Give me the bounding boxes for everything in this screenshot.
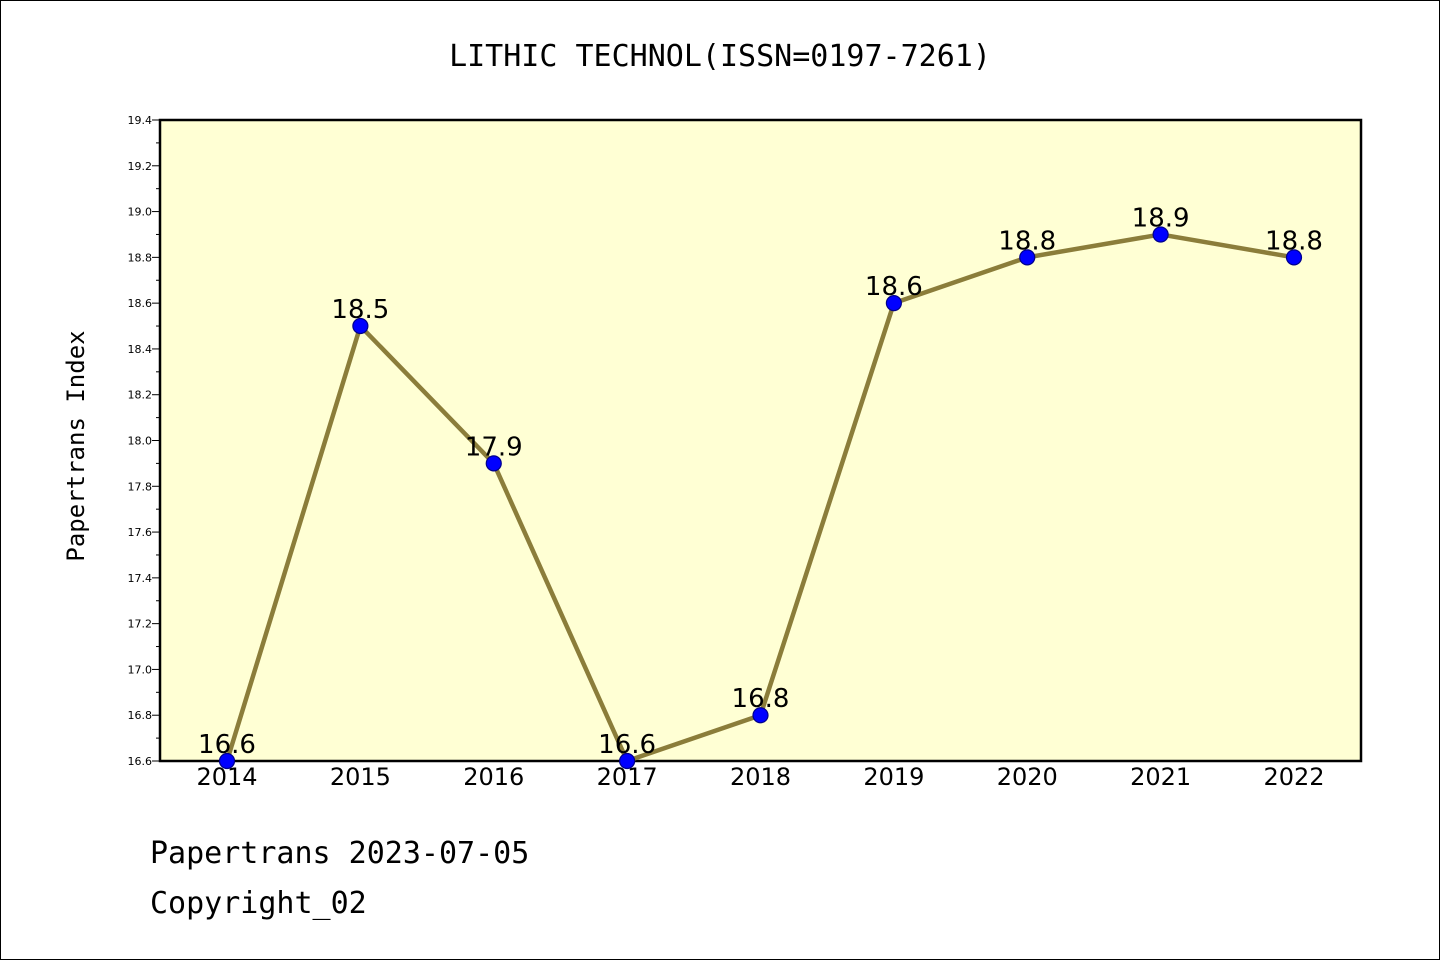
x-tick-label: 2022 bbox=[1263, 763, 1324, 791]
footer-date: Papertrans 2023-07-05 bbox=[150, 836, 530, 871]
data-label: 16.6 bbox=[598, 730, 656, 760]
x-tick-label: 2020 bbox=[997, 763, 1058, 791]
y-tick-label: 18.4 bbox=[128, 343, 153, 356]
y-tick-label: 17.2 bbox=[128, 618, 153, 631]
data-point bbox=[1019, 249, 1036, 266]
data-point bbox=[352, 317, 369, 335]
chart-title: LITHIC TECHNOL(ISSN=0197-7261) bbox=[449, 39, 991, 74]
y-axis-label: Papertrans Index bbox=[62, 330, 90, 561]
x-tick-label: 2021 bbox=[1130, 763, 1191, 791]
y-tick-label: 17.6 bbox=[128, 526, 153, 539]
data-label: 16.8 bbox=[732, 684, 790, 714]
data-label: 18.8 bbox=[1265, 226, 1323, 256]
data-point bbox=[485, 455, 502, 472]
x-tick-label: 2016 bbox=[463, 763, 524, 791]
data-point bbox=[885, 295, 902, 312]
y-axis: 16.6 16.8 17.0 17.2 17.4 17.6 17.8 18.0 18.2 18.4… bbox=[128, 114, 160, 768]
data-label: 18.9 bbox=[1132, 203, 1190, 233]
y-tick-label: 17.4 bbox=[128, 572, 153, 585]
x-tick-label: 2018 bbox=[730, 763, 791, 791]
y-tick-label: 17.0 bbox=[128, 663, 153, 676]
data-point bbox=[1152, 226, 1169, 243]
y-tick-label: 18.2 bbox=[128, 389, 153, 402]
y-tick-label: 16.8 bbox=[128, 709, 153, 722]
data-point bbox=[619, 752, 636, 770]
y-tick-label: 19.2 bbox=[128, 160, 153, 173]
data-label: 16.6 bbox=[198, 730, 256, 760]
data-label: 18.8 bbox=[998, 226, 1056, 256]
y-tick-label: 17.8 bbox=[128, 480, 153, 493]
data-point bbox=[218, 752, 236, 770]
footer-copyright: Copyright_02 bbox=[150, 886, 367, 921]
data-label: 18.6 bbox=[865, 272, 923, 302]
series: 16.6 18.5 17.9 16.6 16.8 18.6 18.8 18.9 18.8 bbox=[198, 203, 1323, 770]
y-tick-label: 18.8 bbox=[128, 251, 153, 264]
x-tick-label: 2015 bbox=[330, 763, 391, 791]
y-tick-label: 18.6 bbox=[128, 297, 153, 310]
x-axis: 2014 2015 2016 2017 2018 2019 2020 2021 2022 bbox=[196, 763, 1324, 791]
y-tick-label: 16.6 bbox=[128, 755, 153, 768]
y-tick-label: 19.0 bbox=[128, 206, 153, 219]
y-tick-label: 19.4 bbox=[128, 114, 153, 127]
data-label: 17.9 bbox=[465, 432, 523, 462]
data-label: 18.5 bbox=[331, 295, 389, 325]
data-point bbox=[752, 707, 769, 724]
data-point bbox=[1285, 249, 1303, 266]
x-tick-label: 2019 bbox=[863, 763, 924, 791]
y-tick-label: 18.0 bbox=[128, 435, 153, 448]
